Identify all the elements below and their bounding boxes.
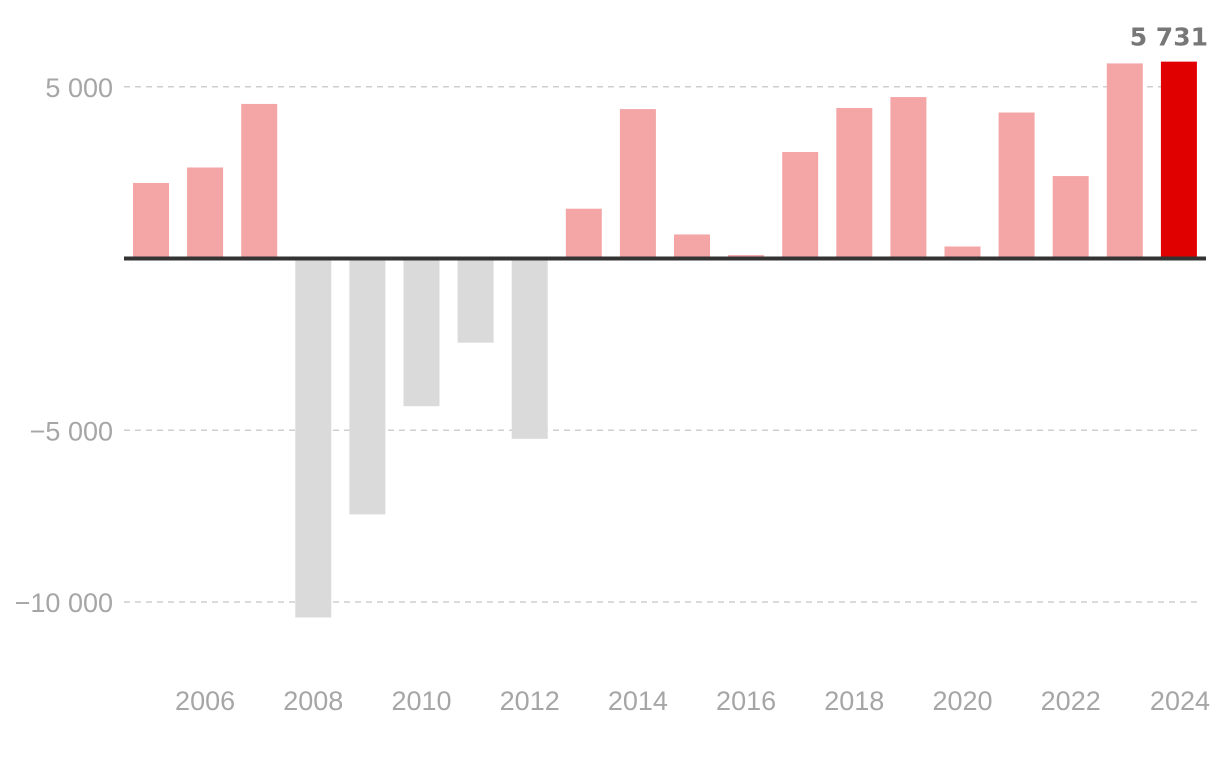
x-tick-label: 2010: [391, 686, 451, 716]
y-tick-label: 5 000: [45, 73, 113, 103]
bars: [133, 61, 1197, 618]
x-tick-label: 2006: [175, 686, 235, 716]
x-tick-label: 2014: [608, 686, 668, 716]
x-tick-label: 2016: [716, 686, 776, 716]
bar-2013: [565, 208, 602, 259]
bar-2020: [944, 246, 981, 259]
bar-2009: [349, 258, 386, 515]
bar-2007: [241, 103, 278, 259]
bar-2024: [1160, 61, 1197, 259]
highlight-value-label: 5 731: [1130, 23, 1208, 52]
bar-2005: [133, 182, 169, 259]
bar-2010: [403, 258, 440, 407]
y-tick-label: −5 000: [30, 416, 113, 446]
bar-2022: [1052, 176, 1089, 259]
bar-2011: [457, 258, 494, 343]
gridlines: [124, 85, 1200, 603]
bar-2008: [295, 258, 332, 618]
bar-2018: [836, 108, 873, 259]
x-axis-tick-labels: 2006 2008 2010 2012 2014 2016 2018 2020 2022 2024: [175, 686, 1210, 716]
bar-2017: [782, 152, 819, 259]
x-tick-label: 2024: [1150, 686, 1210, 716]
x-tick-label: 2018: [824, 686, 884, 716]
bar-2012: [511, 258, 548, 439]
y-axis-tick-labels: 5 000 −5 000 −10 000: [15, 73, 113, 618]
x-tick-label: 2020: [932, 686, 992, 716]
y-tick-label: −10 000: [15, 588, 113, 618]
bar-2015: [674, 234, 710, 259]
x-tick-label: 2022: [1041, 686, 1101, 716]
bar-2021: [998, 112, 1035, 259]
x-tick-label: 2008: [283, 686, 343, 716]
x-tick-label: 2012: [500, 686, 560, 716]
bar-2006: [187, 167, 224, 259]
bar-2019: [890, 97, 927, 259]
bar-2023: [1106, 63, 1143, 259]
bar-2014: [619, 109, 656, 259]
